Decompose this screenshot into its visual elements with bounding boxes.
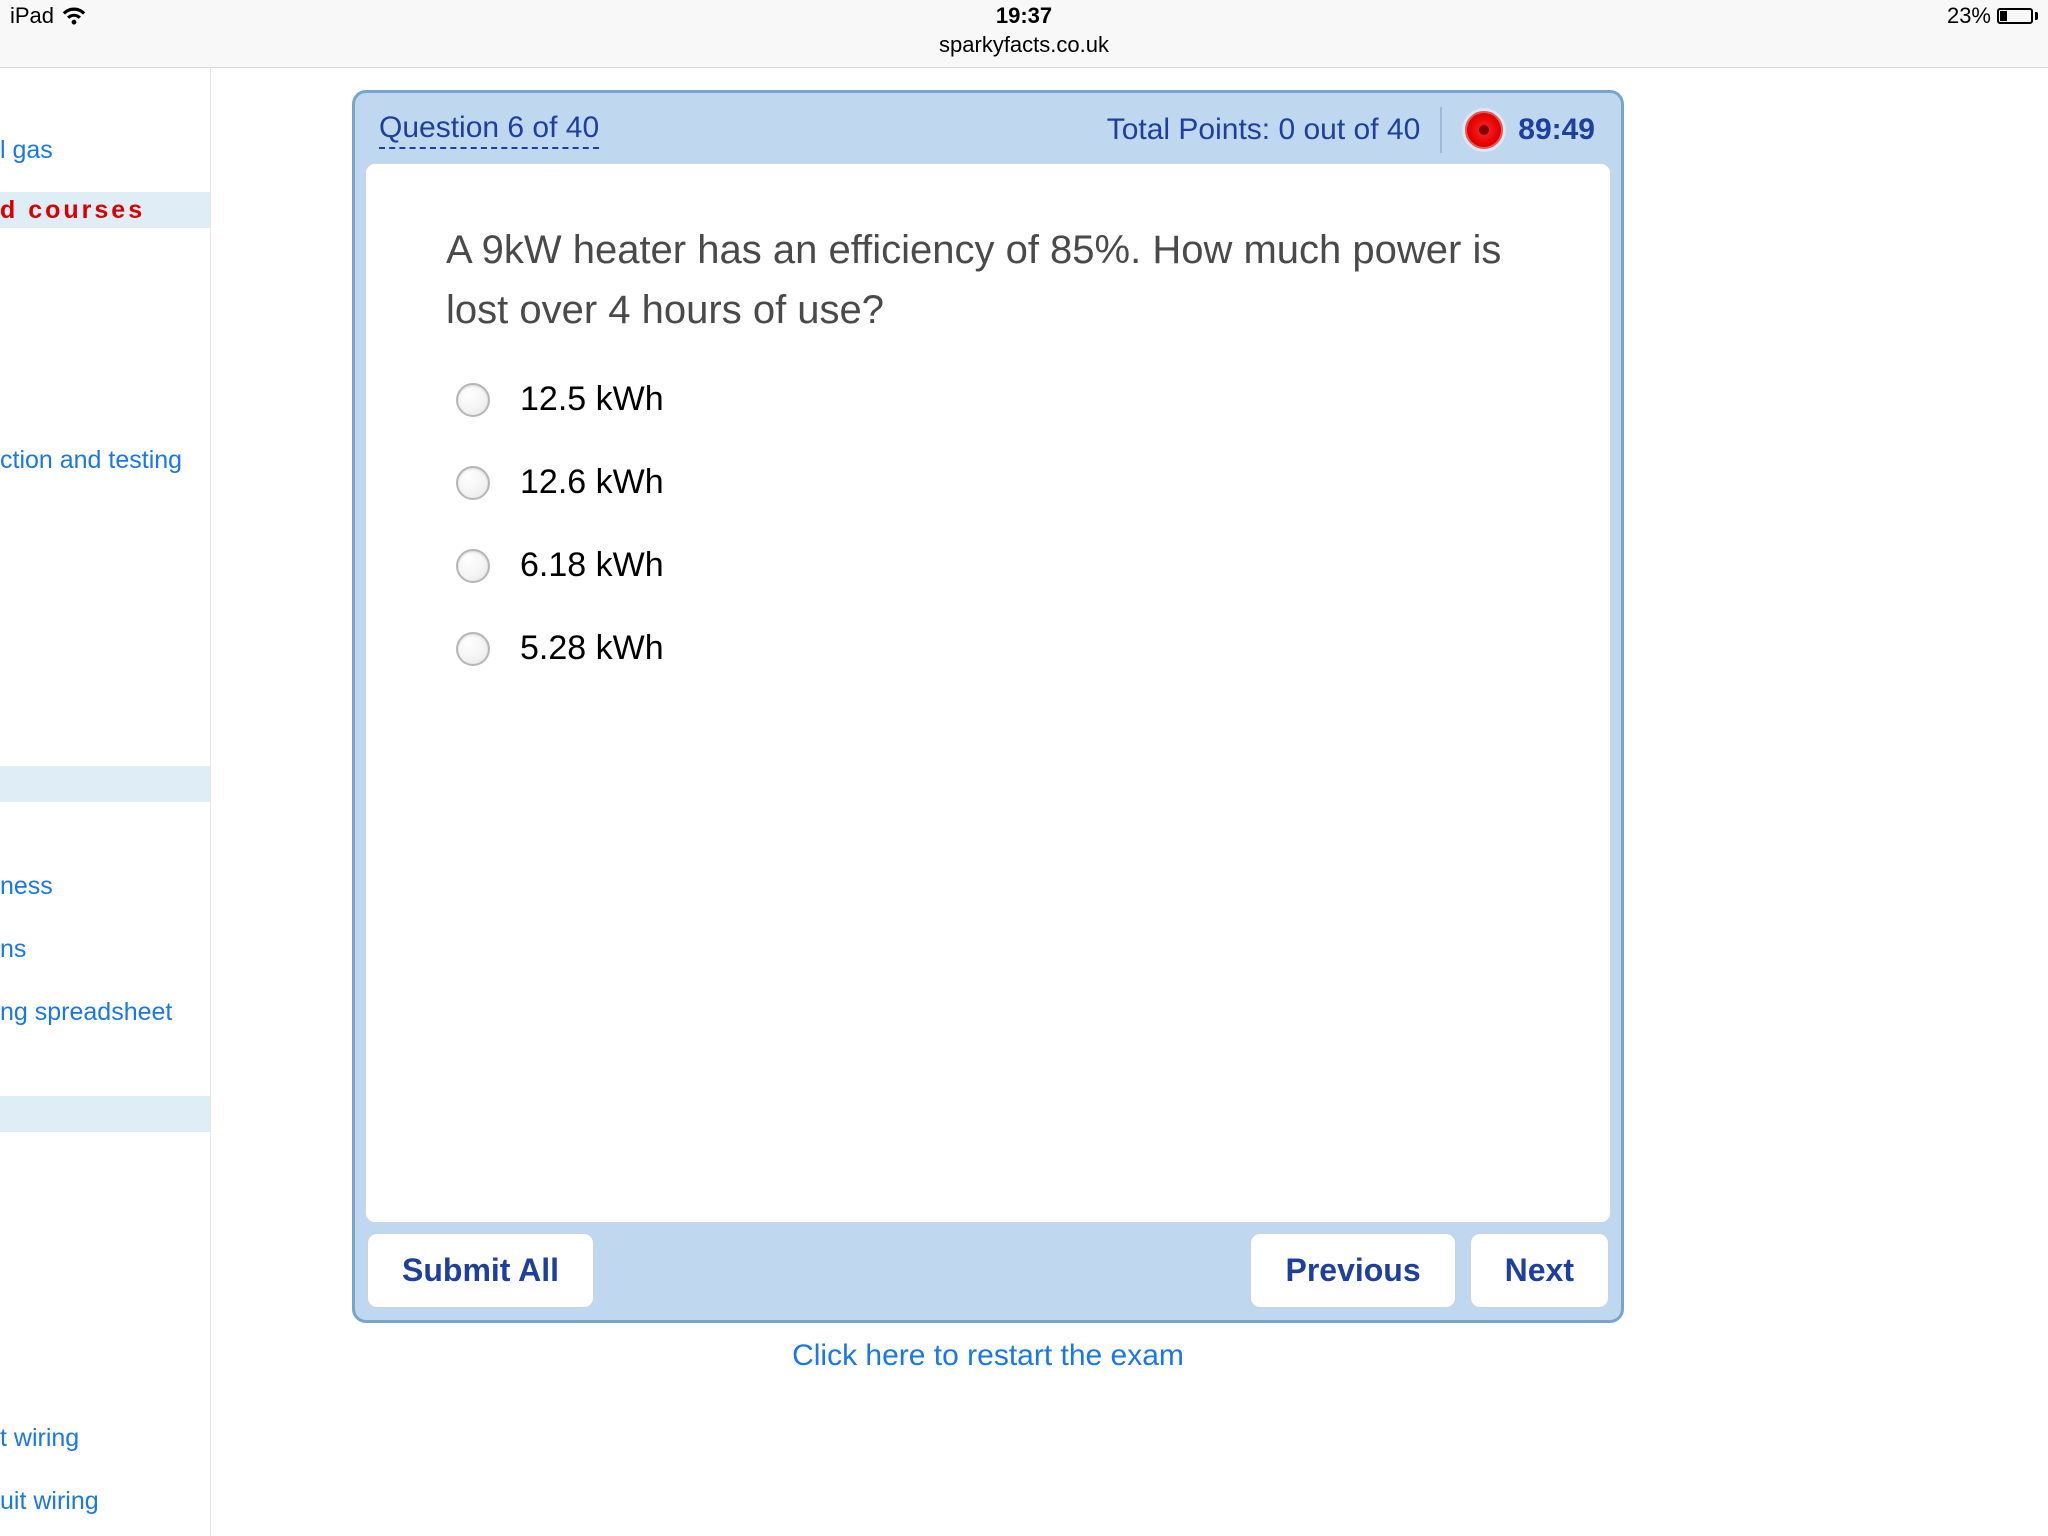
ios-status-bar: iPad 19:37 23% bbox=[0, 0, 2048, 32]
option-label: 12.5 kWh bbox=[520, 380, 664, 419]
question-text: A 9kW heater has an efficiency of 85%. H… bbox=[446, 220, 1530, 340]
sidebar-item-twiring[interactable]: t wiring bbox=[0, 1416, 210, 1461]
battery-fill bbox=[2000, 11, 2007, 21]
sidebar-item-ns[interactable]: ns bbox=[0, 927, 210, 972]
previous-button[interactable]: Previous bbox=[1250, 1233, 1455, 1308]
sidebar-item-ness[interactable]: ness bbox=[0, 864, 210, 909]
sidebar-item-testing[interactable]: ction and testing bbox=[0, 438, 210, 483]
next-button[interactable]: Next bbox=[1470, 1233, 1609, 1308]
timer-icon bbox=[1462, 108, 1506, 152]
header-divider bbox=[1440, 107, 1442, 153]
radio-icon[interactable] bbox=[456, 632, 490, 666]
option-label: 12.6 kWh bbox=[520, 463, 664, 502]
points-label: Total Points: 0 out of 40 bbox=[1107, 113, 1421, 147]
radio-icon[interactable] bbox=[456, 549, 490, 583]
question-counter-link[interactable]: Question 6 of 40 bbox=[379, 111, 599, 149]
quiz-card: Question 6 of 40 Total Points: 0 out of … bbox=[352, 90, 1624, 1323]
wifi-icon bbox=[62, 7, 86, 25]
quiz-body: A 9kW heater has an efficiency of 85%. H… bbox=[365, 163, 1611, 1223]
sidebar-item-uitwiring[interactable]: uit wiring bbox=[0, 1479, 210, 1524]
quiz-header: Question 6 of 40 Total Points: 0 out of … bbox=[365, 103, 1611, 163]
quiz-footer: Submit All Previous Next bbox=[365, 1223, 1611, 1308]
battery-text: 23% bbox=[1947, 3, 1991, 29]
option-row[interactable]: 12.6 kWh bbox=[456, 463, 1530, 502]
status-right: 23% bbox=[1024, 3, 2038, 29]
sidebar-promo-label: d courses bbox=[0, 196, 145, 224]
option-label: 6.18 kWh bbox=[520, 546, 664, 585]
device-label: iPad bbox=[10, 3, 54, 29]
status-left: iPad bbox=[10, 3, 1024, 29]
option-label: 5.28 kWh bbox=[520, 629, 664, 668]
radio-icon[interactable] bbox=[456, 466, 490, 500]
submit-all-button[interactable]: Submit All bbox=[367, 1233, 594, 1308]
browser-url-bar[interactable]: sparkyfacts.co.uk bbox=[0, 32, 2048, 68]
option-row[interactable]: 6.18 kWh bbox=[456, 546, 1530, 585]
timer: 89:49 bbox=[1462, 108, 1595, 152]
battery-icon bbox=[1997, 8, 2038, 24]
option-row[interactable]: 12.5 kWh bbox=[456, 380, 1530, 419]
sidebar-item-gas[interactable]: l gas bbox=[0, 128, 210, 173]
url-host: sparkyfacts.co.uk bbox=[939, 32, 1109, 57]
sidebar-item-spreadsheet[interactable]: ng spreadsheet bbox=[0, 990, 210, 1035]
timer-text: 89:49 bbox=[1518, 113, 1595, 147]
sidebar-divider-strip bbox=[0, 766, 210, 802]
restart-exam-link[interactable]: Click here to restart the exam bbox=[352, 1339, 1624, 1373]
option-row[interactable]: 5.28 kWh bbox=[456, 629, 1530, 668]
sidebar-divider bbox=[210, 68, 211, 1536]
sidebar-divider-strip bbox=[0, 1096, 210, 1132]
sidebar-promo[interactable]: d courses bbox=[0, 192, 210, 228]
radio-icon[interactable] bbox=[456, 383, 490, 417]
